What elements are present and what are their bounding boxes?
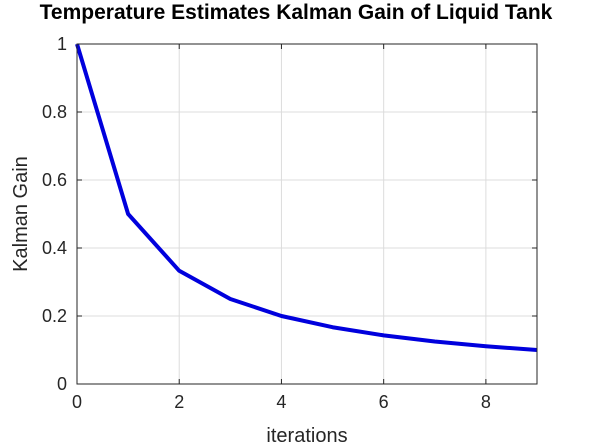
x-tick-label: 8 bbox=[481, 392, 491, 412]
chart-title: Temperature Estimates Kalman Gain of Liq… bbox=[40, 1, 553, 24]
y-tick-label: 0.4 bbox=[42, 238, 67, 258]
series-layer bbox=[75, 43, 538, 352]
y-axis-label: Kalman Gain bbox=[10, 156, 32, 272]
x-tick-label: 4 bbox=[276, 392, 286, 412]
y-tick-label: 0.2 bbox=[42, 306, 67, 326]
y-tick-label: 0.6 bbox=[42, 170, 67, 190]
y-tick-label: 0.8 bbox=[42, 102, 67, 122]
axis-ticks: 0 2 4 6 8 0 0.2 0.4 0.6 0.8 1 bbox=[42, 34, 537, 412]
plot-area-frame bbox=[76, 43, 538, 385]
x-tick-label: 2 bbox=[174, 392, 184, 412]
y-tick-label: 0 bbox=[57, 374, 67, 394]
y-tick-label: 1 bbox=[57, 34, 67, 54]
x-axis-label: iterations bbox=[266, 425, 347, 444]
x-tick-label: 6 bbox=[379, 392, 389, 412]
kalman-gain-line bbox=[75, 43, 538, 352]
x-tick-label: 0 bbox=[72, 392, 82, 412]
grid bbox=[76, 43, 537, 385]
